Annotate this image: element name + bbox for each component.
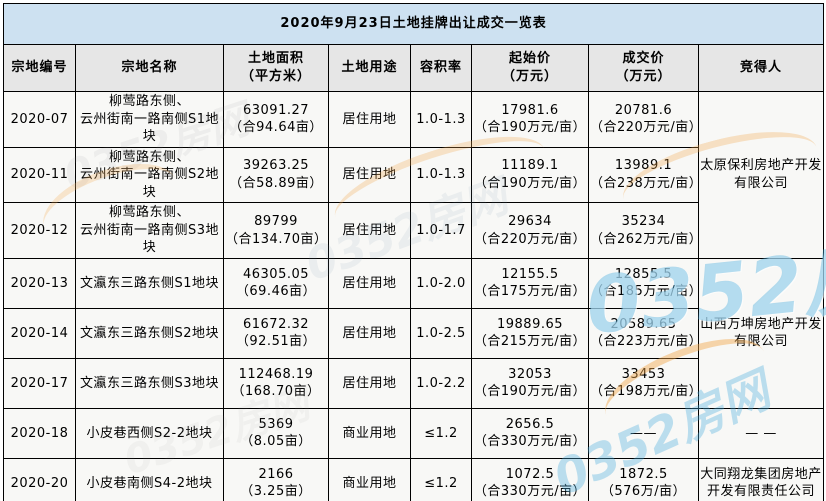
cell-land-area: 89799 （合134.70亩） [223,202,329,259]
cell-parcel-id: 2020-13 [3,257,76,309]
cell-parcel-id: 2020-07 [3,91,76,148]
cell-land-area: 5369 （8.05亩） [223,407,329,459]
cell-winner: 大同翔龙集团房地产 开发有限责任公司 [697,457,825,501]
table-row: 2020-12 柳莺路东侧、 云州街南一路南侧S3地块 89799 （合134.… [3,202,824,259]
cell-start-price: 12155.5 （合175万元/亩） [471,257,589,309]
cell-land-use: 商业用地 [328,407,411,459]
cell-land-use: 居住用地 [328,307,411,359]
cell-winner: 太原保利房地产开发 有限公司 [697,91,825,259]
cell-land-area: 63091.27 （合94.64亩） [223,91,329,148]
cell-parcel-id: 2020-14 [3,307,76,359]
col-header-plot-ratio: 容积率 [410,44,472,92]
cell-parcel-name: 小皮巷西侧S2-2地块 [75,407,224,459]
cell-land-area: 2166 （3.25亩） [223,457,329,501]
cell-deal-price: 20781.6 （合220万元/亩） [588,91,702,148]
cell-start-price: 17981.6 （合190万元/亩） [471,91,589,148]
cell-parcel-id: 2020-18 [3,407,76,459]
col-header-land-area: 土地面积 （平方米） [223,44,329,92]
cell-deal-price: 35234 （合262万元/亩） [588,202,702,259]
table-row: 2020-13 文瀛东三路东侧S1地块 46305.05 （69.46亩） 居住… [3,257,825,409]
cell-parcel-id: 2020-17 [3,357,76,409]
cell-parcel-name: 文瀛东三路东侧S1地块 [75,257,224,309]
land-transaction-table: 2020年9月23日土地挂牌出让成交一览表 宗地编号 宗地名称 土地面积 （平方… [2,3,825,501]
cell-winner: — — [697,407,825,459]
col-header-start-price: 起始价 （万元） [471,44,589,92]
table-row: 2020-20 小皮巷南侧S4-2地块 2166 （3.25亩） 商业用地 ≤1… [3,457,825,501]
cell-land-area: 39263.25 （合58.89亩） [223,146,329,204]
cell-plot-ratio: 1.0-1.7 [410,202,472,259]
header-row: 宗地编号 宗地名称 土地面积 （平方米） 土地用途 容积率 起始价 （万元） 成… [3,44,825,92]
cell-start-price: 32053 （合190万元/亩） [471,357,589,409]
table-row: 2020-18 小皮巷西侧S2-2地块 5369 （8.05亩） 商业用地 ≤1… [3,407,825,459]
cell-land-use: 居住用地 [328,357,411,409]
cell-start-price: 19889.65 （合215万元/亩） [471,307,589,359]
cell-deal-price: 1872.5 （576万/亩） [588,457,699,501]
col-header-parcel-name: 宗地名称 [75,44,224,92]
cell-parcel-id: 2020-11 [3,146,76,204]
cell-parcel-name: 文瀛东三路东侧S3地块 [75,357,224,409]
cell-land-use: 商业用地 [328,457,411,501]
cell-plot-ratio: 1.0-2.0 [410,257,472,309]
table-row: 2020-11 柳莺路东侧、 云州街南一路南侧S2地块 39263.25 （合5… [3,146,824,204]
cell-deal-price: 20589.65 （合223万元/亩） [588,307,702,359]
col-header-parcel-id: 宗地编号 [3,44,76,92]
cell-land-area: 61672.32 （92.51亩） [223,307,329,359]
cell-land-use: 居住用地 [328,91,411,148]
cell-deal-price: —— [588,407,699,459]
cell-land-area: 46305.05 （69.46亩） [223,257,329,309]
cell-parcel-id: 2020-12 [3,202,76,259]
cell-plot-ratio: 1.0-1.3 [410,91,472,148]
cell-start-price: 2656.5 （合330万元/亩） [471,407,589,459]
cell-land-use: 居住用地 [328,257,411,309]
cell-land-use: 居住用地 [328,146,411,204]
table-row: 2020-14 文瀛东三路东侧S2地块 61672.32 （92.51亩） 居住… [3,307,824,359]
cell-parcel-name: 小皮巷南侧S4-2地块 [75,457,224,501]
cell-parcel-name: 柳莺路东侧、 云州街南一路南侧S3地块 [75,202,224,259]
cell-start-price: 29634 （合220万元/亩） [471,202,589,259]
cell-parcel-id: 2020-20 [3,457,76,501]
cell-plot-ratio: 1.0-1.3 [410,146,472,204]
table-row: 2020-17 文瀛东三路东侧S3地块 112468.19 （168.70亩） … [3,357,824,409]
table-title: 2020年9月23日土地挂牌出让成交一览表 [2,3,825,45]
cell-start-price: 1072.5 （合330万元/亩） [471,457,589,501]
cell-winner: 山西万坤房地产开发 有限公司 [697,257,825,409]
cell-plot-ratio: 1.0-2.2 [410,357,472,409]
cell-land-use: 居住用地 [328,202,411,259]
cell-parcel-name: 文瀛东三路东侧S2地块 [75,307,224,359]
title-row: 2020年9月23日土地挂牌出让成交一览表 [2,3,825,45]
table-row: 2020-07 柳莺路东侧、 云州街南一路南侧S1地块 63091.27 （合9… [3,91,825,259]
cell-land-area: 112468.19 （168.70亩） [223,357,329,409]
cell-plot-ratio: ≤1.2 [410,457,472,501]
cell-parcel-name: 柳莺路东侧、 云州街南一路南侧S1地块 [75,91,224,148]
cell-parcel-name: 柳莺路东侧、 云州街南一路南侧S2地块 [75,146,224,204]
cell-deal-price: 13989.1 （合238万元/亩） [588,146,702,204]
cell-deal-price: 33453 （合198万元/亩） [588,357,702,409]
cell-deal-price: 12855.5 （合185万元/亩） [588,257,702,309]
cell-plot-ratio: 1.0-2.5 [410,307,472,359]
cell-start-price: 11189.1 （合190万元/亩） [471,146,589,204]
col-header-deal-price: 成交价 （万元） [588,44,699,92]
cell-plot-ratio: ≤1.2 [410,407,472,459]
col-header-winner: 竞得人 [697,44,825,92]
col-header-land-use: 土地用途 [328,44,411,92]
